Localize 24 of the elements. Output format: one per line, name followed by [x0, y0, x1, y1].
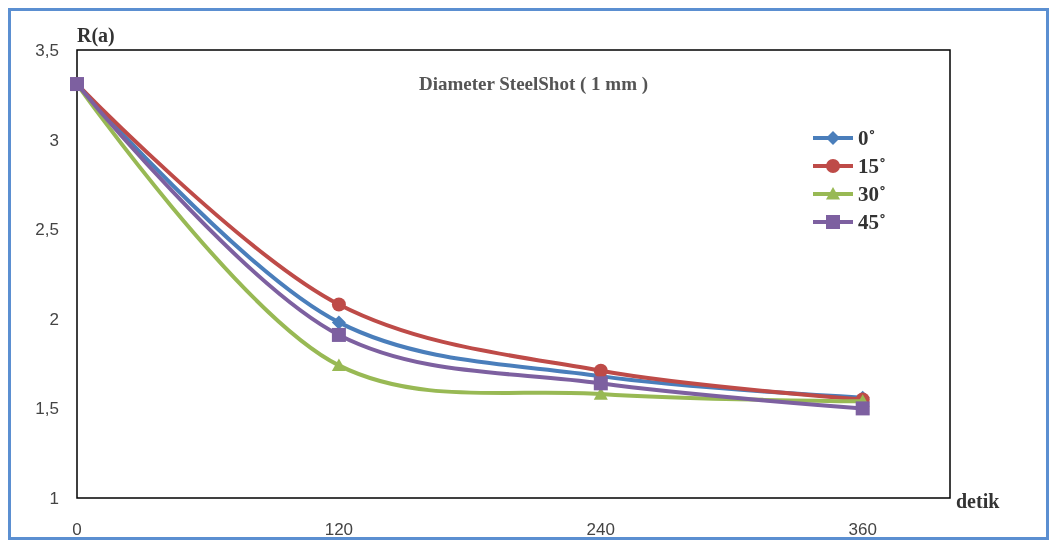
- legend-label: 30˚: [858, 182, 886, 207]
- legend-label: 15˚: [858, 154, 886, 179]
- point: [331, 358, 346, 371]
- x-tick-label: 240: [586, 520, 615, 539]
- y-tick-label: 3,5: [35, 40, 59, 60]
- y-tick-label: 2: [49, 309, 59, 329]
- x-tick-label: 360: [848, 520, 877, 539]
- point: [331, 297, 346, 312]
- y-tick-label: 3: [49, 130, 59, 150]
- point: [593, 363, 608, 378]
- y-tick-label: 1,5: [35, 399, 59, 419]
- y-tick-label: 1: [49, 488, 59, 508]
- point: [331, 327, 346, 342]
- x-axis-title: detik: [956, 490, 1001, 512]
- text: Diameter SteelShot ( 1 mm ): [418, 73, 649, 95]
- legend-label: 0˚: [858, 126, 876, 151]
- y-axis-title: R(a): [77, 24, 115, 47]
- y-tick-label: 2,5: [35, 220, 59, 240]
- legend-label: 45˚: [858, 210, 886, 235]
- point: [593, 376, 608, 391]
- x-tick-label: 0: [72, 520, 82, 539]
- x-tick-label: 120: [324, 520, 354, 539]
- point: [855, 401, 870, 416]
- point: [331, 315, 346, 330]
